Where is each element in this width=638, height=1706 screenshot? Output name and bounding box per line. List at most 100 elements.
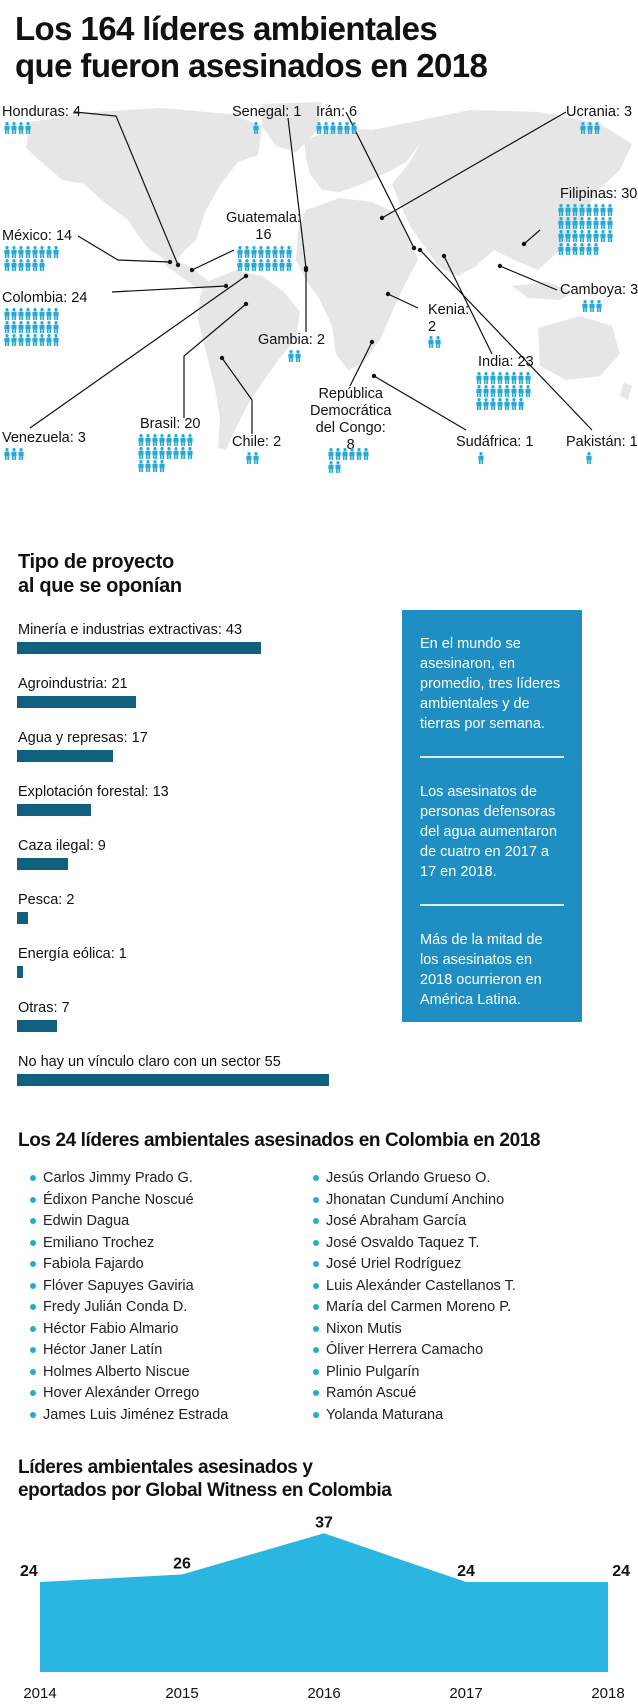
australia-shape xyxy=(538,316,620,380)
leader-line-rdc xyxy=(349,341,373,387)
people-icons-chile xyxy=(246,452,276,465)
leader-dot-iran xyxy=(411,245,417,251)
person-icon xyxy=(152,434,158,446)
person-icon xyxy=(251,246,257,258)
name-item: Yolanda Maturana xyxy=(313,1405,516,1427)
person-icon xyxy=(511,398,517,410)
person-icon xyxy=(518,372,524,384)
people-icons-rdc xyxy=(328,448,376,474)
bar-label: Agua y represas: 17 xyxy=(18,730,148,746)
name-item: Holmes Alberto Niscue xyxy=(30,1362,228,1384)
person-icon xyxy=(187,447,193,459)
person-icon xyxy=(295,350,301,362)
bar xyxy=(17,642,261,654)
name-item: Jhonatan Cundumí Anchino xyxy=(313,1190,516,1212)
bar-label: Caza ilegal: 9 xyxy=(18,838,106,854)
people-icons-guatemala xyxy=(237,246,297,272)
person-icon xyxy=(272,246,278,258)
person-icon xyxy=(173,434,179,446)
person-icon xyxy=(159,447,165,459)
person-icon xyxy=(504,372,510,384)
person-icon xyxy=(166,434,172,446)
leader-dot-filipinas xyxy=(521,241,527,247)
asia-shape xyxy=(392,110,632,276)
people-icons-filipinas xyxy=(558,204,620,256)
person-icon xyxy=(39,308,45,320)
person-icon xyxy=(286,259,292,271)
person-icon xyxy=(4,246,10,258)
bar xyxy=(17,750,113,762)
person-icon xyxy=(288,350,294,362)
leader-dots xyxy=(167,215,527,379)
indonesia-shape xyxy=(512,282,574,300)
name-item: Héctor Fabio Almario xyxy=(30,1319,228,1341)
leader-line-filipinas xyxy=(523,229,541,245)
bar xyxy=(17,858,68,870)
person-icon xyxy=(237,259,243,271)
person-icon xyxy=(11,334,17,346)
leader-line-chile xyxy=(221,357,253,434)
person-icon xyxy=(328,448,334,460)
leader-dot-mexico xyxy=(167,259,173,265)
fact-3: Más de la mitad de los asesinatos en 201… xyxy=(420,932,543,1008)
person-icon xyxy=(286,246,292,258)
leader-lines xyxy=(29,111,593,434)
person-icon xyxy=(32,321,38,333)
person-icon xyxy=(244,259,250,271)
leader-dot-gambia xyxy=(303,267,309,273)
name-item: Hover Alexánder Orrego xyxy=(30,1383,228,1405)
person-icon xyxy=(483,398,489,410)
country-label-mexico: México: 14 xyxy=(2,228,73,244)
leader-line-colombia xyxy=(111,285,227,293)
philippines-shape xyxy=(540,228,552,250)
leader-dot-sudafrica xyxy=(371,373,377,379)
country-label-honduras: Honduras: 4 xyxy=(2,104,81,120)
leader-line-sudafrica xyxy=(373,375,467,431)
fact-2: Los asesinatos de personas defensoras de… xyxy=(420,784,558,880)
person-icon xyxy=(586,217,592,229)
person-icon xyxy=(356,448,362,460)
person-icon xyxy=(173,447,179,459)
fact-divider xyxy=(420,756,564,758)
colombia-names-title: Los 24 líderes ambientales asesinados en… xyxy=(18,1130,541,1151)
data-label: 24 xyxy=(457,1563,475,1580)
name-item: Héctor Janer Latín xyxy=(30,1340,228,1362)
country-label-pakistan: Pakistán: 1 xyxy=(566,434,638,450)
people-icons-colombia xyxy=(4,308,64,347)
name-item: María del Carmen Moreno P. xyxy=(313,1297,516,1319)
person-icon xyxy=(607,230,613,242)
bar xyxy=(17,696,136,708)
person-icon xyxy=(483,372,489,384)
person-icon xyxy=(32,334,38,346)
person-icon xyxy=(4,259,10,271)
person-icon xyxy=(351,122,357,134)
fact-divider xyxy=(420,904,564,906)
person-icon xyxy=(180,447,186,459)
map-landmasses xyxy=(26,102,632,450)
bar-label: Otras: 7 xyxy=(18,1000,70,1016)
person-icon xyxy=(265,246,271,258)
world-map xyxy=(26,102,632,450)
area-series xyxy=(40,1533,608,1672)
central-america-shape xyxy=(160,252,214,292)
person-icon xyxy=(344,122,350,134)
people-icons-kenia xyxy=(428,336,458,349)
person-icon xyxy=(237,246,243,258)
leader-dot-ucrania xyxy=(379,215,385,221)
colombia-area-chart: 24 26 37 24 24 2014 2015 2016 2017 2018 xyxy=(20,1514,630,1702)
name-item: Edwin Dagua xyxy=(30,1211,228,1233)
country-label-sudafrica: Sudáfrica: 1 xyxy=(456,434,534,450)
person-icon xyxy=(607,217,613,229)
person-icon xyxy=(490,385,496,397)
data-label: 24 xyxy=(612,1563,630,1580)
leader-line-india xyxy=(443,255,493,355)
person-icon xyxy=(558,217,564,229)
person-icon xyxy=(593,230,599,242)
person-icon xyxy=(587,122,593,134)
person-icon xyxy=(272,259,278,271)
leader-dot-brasil xyxy=(243,301,249,307)
person-icon xyxy=(159,460,165,472)
world-map-section: Honduras: 4 Senegal: 1 Irán: 6 Ucrania: 3 Fi… xyxy=(0,100,638,520)
name-item: José Uriel Rodríguez xyxy=(313,1254,516,1276)
leader-dot-camboya xyxy=(497,263,503,269)
